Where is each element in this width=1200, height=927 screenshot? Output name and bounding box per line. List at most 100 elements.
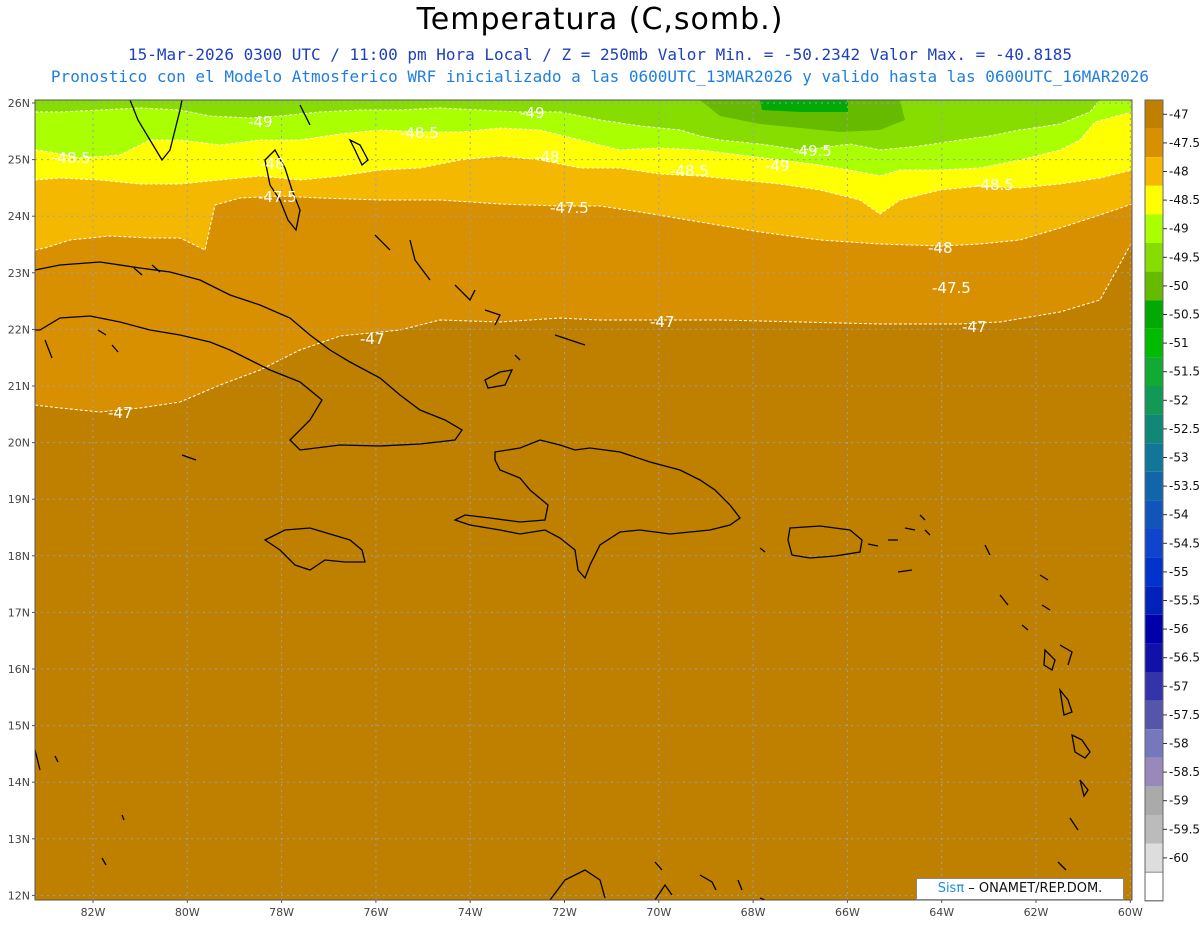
lat-tick-label: 26N [8,97,30,110]
lon-tick-label: 80W [175,906,200,919]
colorbar-frame [1144,99,1164,902]
contour-lines [35,100,1132,413]
colorbar-swatch [1145,843,1163,873]
colorbar-label: -50.5 [1169,308,1200,322]
colorbar-swatch [1145,529,1163,558]
colorbar-swatch [1145,700,1163,730]
colorbar-label: -60 [1169,851,1189,865]
colorbar-swatch [1145,214,1163,243]
map-subtitle-valid-time: 15-Mar-2026 0300 UTC / 11:00 pm Hora Loc… [127,45,1072,64]
lon-tick-label: 76W [363,906,388,919]
colorbar-swatch [1145,128,1163,158]
lat-tick-label: 12N [8,889,30,902]
cuba-outline [35,261,463,451]
contour-label-minus47: -47 [360,330,385,348]
colorbar-label: -54 [1169,508,1189,522]
contour-label-minus49: -49 [248,113,273,131]
colorbar-label: -55.5 [1169,594,1200,608]
colorbar-swatch [1145,243,1163,272]
lon-tick-label: 68W [741,906,766,919]
lon-tick-label: 64W [929,906,954,919]
colorbar-label: -58.5 [1169,765,1200,779]
field-band-minus50-5 [760,100,848,112]
lat-tick-label: 16N [8,663,30,676]
colorbar-swatch [1145,471,1163,501]
lat-tick-label: 13N [8,833,30,846]
contour-label-minus48-5: -48.5 [670,162,709,180]
colorbar-label: -51 [1169,336,1189,350]
colorbar-label: -51.5 [1169,365,1200,379]
lon-tick-label: 60W [1118,906,1143,919]
credit-box: Sisπ – ONAMET/REP.DOM. [916,878,1124,900]
colorbar-label: -49 [1169,222,1189,236]
lat-tick-label: 24N [8,210,30,223]
jamaica-outline [263,527,366,571]
colorbar-swatch [1145,786,1163,815]
colorbar-swatch [1145,500,1163,529]
florida-outline [129,100,183,162]
puerto-rico-outline [787,525,863,559]
colorbar-swatch [1145,557,1163,587]
colorbar-label: -49.5 [1169,250,1200,264]
hispaniola-outline [453,439,741,580]
lat-tick-label: 18N [8,550,30,563]
colorbar: -47 -47.5 -48 -48.5 -49 -49.5 -50 -50.5 -51 -51.5… [1144,99,1200,902]
lat-tick-label: 19N [8,493,30,506]
colorbar-label: -56.5 [1169,651,1200,665]
lat-tick-label: 21N [8,380,30,393]
colorbar-swatch [1145,300,1163,329]
colorbar-swatch [1145,443,1163,472]
colorbar-label: -59 [1169,794,1189,808]
map-field: -49 -49 -49 -48.5 -48.5 -48.5 -48.5 -48 … [35,100,1132,900]
colorbar-swatch [1145,614,1163,644]
colorbar-label: -53.5 [1169,479,1200,493]
contour-label-minus49-5: -49.5 [793,142,832,160]
contour-label-minus48-5: -48.5 [52,149,91,167]
lat-tick-label: 23N [8,267,30,280]
colorbar-label: -57 [1169,679,1189,693]
colorbar-swatch [1145,271,1163,301]
colorbar-swatch [1145,815,1163,844]
contour-label-minus48: -48 [535,148,560,166]
lon-tick-label: 62W [1024,906,1049,919]
colorbar-label: -55 [1169,565,1189,579]
contour-label-minus47-5: -47.5 [550,199,589,217]
colorbar-swatch [1145,757,1163,787]
colorbar-label: -53 [1169,451,1189,465]
contour-label-minus48-5: -48.5 [400,124,439,142]
colorbar-swatch [1145,100,1163,129]
colorbar-label: -47.5 [1169,136,1200,150]
colorbar-swatch [1145,643,1163,672]
colorbar-label: -47 [1169,107,1189,121]
colorbar-label: -56 [1169,622,1189,636]
contour-label-minus49: -49 [520,104,545,122]
field-band-minus50 [700,100,905,132]
coastlines [35,100,1091,900]
contour-label-minus47: -47 [650,313,675,331]
lon-tick-label: 74W [458,906,483,919]
colorbar-label: -54.5 [1169,536,1200,550]
colorbar-label: -52.5 [1169,422,1200,436]
credit-text: – ONAMET/REP.DOM. [964,881,1103,896]
contour-label-minus48: -48 [260,155,285,173]
map-title: Temperatura (C,somb.) [416,2,784,37]
lon-tick-label: 82W [81,906,106,919]
lat-tick-label: 25N [8,154,30,167]
colorbar-label: -48.5 [1169,193,1200,207]
colorbar-swatch [1145,357,1163,386]
colorbar-swatch [1145,729,1163,758]
lat-tick-label: 22N [8,323,30,336]
lat-tick-label: 14N [8,776,30,789]
contour-label-minus47: -47 [108,404,133,422]
lat-tick-label: 20N [8,437,30,450]
colorbar-swatch [1145,386,1163,415]
lon-tick-label: 72W [552,906,577,919]
map-subtitle-forecast-info: Pronostico con el Modelo Atmosferico WRF… [50,67,1150,86]
contour-label-minus48-5: -48.5 [975,176,1014,194]
sispi-logo-text: Sisπ [937,881,965,896]
lon-tick-label: 66W [835,906,860,919]
contour-label-minus49: -49 [765,157,790,175]
contour-label-minus47-5: -47.5 [932,279,971,297]
colorbar-swatch [1145,672,1163,701]
